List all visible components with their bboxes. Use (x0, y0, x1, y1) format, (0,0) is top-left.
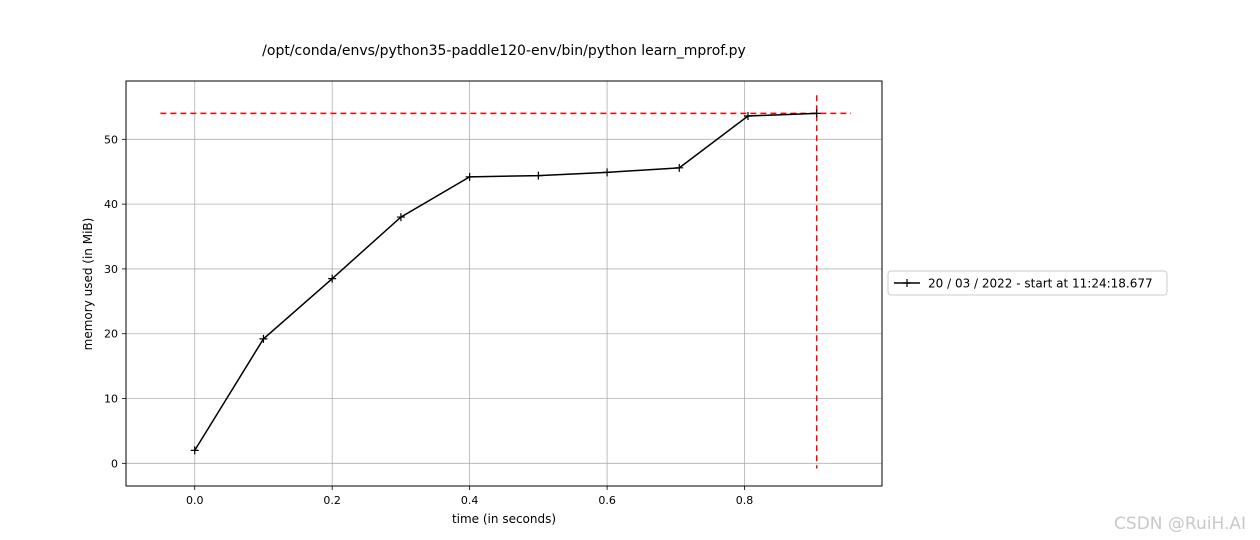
data-point (675, 163, 684, 172)
data-point (534, 171, 543, 180)
max-annotation-lines (160, 95, 852, 469)
chart-title: /opt/conda/envs/python35-paddle120-env/b… (262, 43, 746, 59)
data-point (328, 274, 337, 283)
x-tick-label: 0.2 (323, 494, 341, 507)
x-tick-label: 0.8 (736, 494, 754, 507)
data-point (465, 172, 474, 181)
x-tick-label: 0.6 (598, 494, 616, 507)
legend-entry-label: 20 / 03 / 2022 - start at 11:24:18.677 (928, 277, 1153, 291)
data-point (603, 168, 612, 177)
x-tick-label: 0.4 (461, 494, 479, 507)
y-tick-label: 10 (104, 393, 118, 406)
y-axis-ticks: 0 10 20 30 40 50 (104, 133, 126, 470)
y-axis-label: memory used (in MiB) (81, 218, 95, 351)
grid-lines (126, 81, 882, 486)
data-point (259, 334, 268, 343)
watermark: CSDN @RuiH.AI (1114, 514, 1246, 534)
data-point (396, 213, 405, 222)
data-point (812, 109, 821, 118)
y-tick-label: 0 (111, 457, 118, 470)
x-axis-label: time (in seconds) (452, 512, 556, 526)
series-group (190, 109, 821, 455)
legend-line-handle (894, 279, 920, 287)
y-tick-label: 40 (104, 198, 118, 211)
y-tick-label: 30 (104, 263, 118, 276)
legend: 20 / 03 / 2022 - start at 11:24:18.677 (887, 270, 1168, 296)
x-axis-ticks: 0.0 0.2 0.4 0.6 0.8 (186, 486, 753, 507)
data-point (743, 111, 752, 120)
y-tick-label: 20 (104, 328, 118, 341)
series-line (194, 112, 817, 451)
x-tick-label: 0.0 (186, 494, 204, 507)
y-tick-label: 50 (104, 133, 118, 146)
plot-frame (125, 80, 883, 487)
legend-marker (903, 279, 911, 287)
legend-box (887, 270, 1168, 296)
data-point (190, 446, 199, 455)
